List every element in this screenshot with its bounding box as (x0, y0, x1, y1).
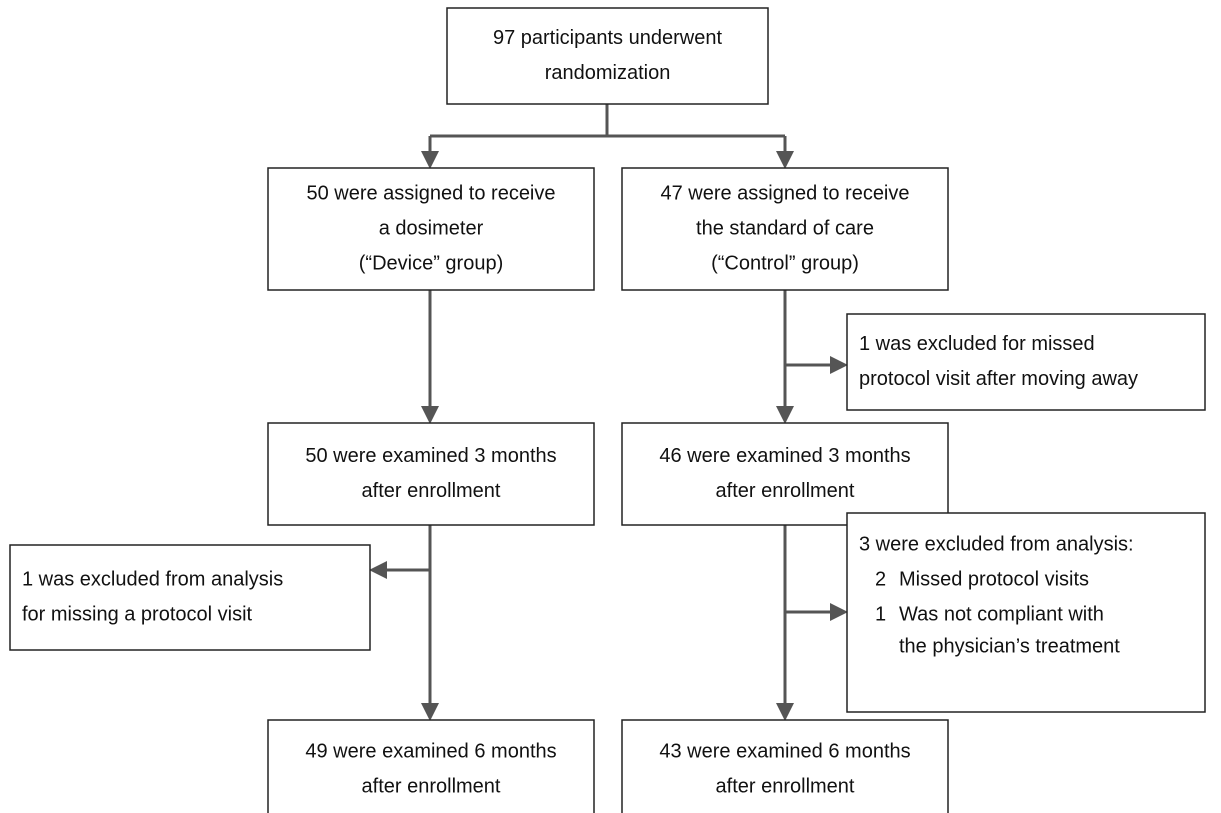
item-number: 1 (875, 603, 886, 625)
node-text: 1 was excluded for missed (859, 333, 1095, 355)
node-text: for missing a protocol visit (22, 603, 253, 625)
node-box (267, 167, 595, 291)
node-box (446, 7, 769, 105)
node-text: protocol visit after moving away (859, 368, 1138, 390)
node-text: after enrollment (716, 480, 855, 502)
node-box (846, 313, 1206, 411)
node-text: 43 were examined 6 months (659, 740, 910, 762)
node-text: after enrollment (362, 775, 501, 797)
node-text: 97 participants underwent (493, 27, 722, 49)
node-box (9, 544, 371, 651)
node-box (846, 512, 1206, 713)
node-text: after enrollment (362, 480, 501, 502)
node-text: after enrollment (716, 775, 855, 797)
node-text: (“Device” group) (359, 252, 503, 274)
node-text: randomization (545, 62, 671, 84)
item-text: Missed protocol visits (899, 568, 1089, 590)
node-box (621, 422, 949, 526)
item-number: 2 (875, 568, 886, 590)
node-heading: 3 were excluded from analysis: (859, 533, 1134, 555)
node-text: 47 were assigned to receive (660, 182, 909, 204)
edge (430, 104, 785, 138)
node-text: 50 were assigned to receive (306, 182, 555, 204)
node-text: 46 were examined 3 months (659, 445, 910, 467)
node-box (267, 719, 595, 813)
node-text: 49 were examined 6 months (305, 740, 556, 762)
item-text: the physician’s treatment (899, 635, 1120, 657)
edges (369, 104, 848, 721)
node-box (621, 719, 949, 813)
node-box (267, 422, 595, 526)
node-box (621, 167, 949, 291)
node-text: 50 were examined 3 months (305, 445, 556, 467)
node-text: (“Control” group) (711, 252, 859, 274)
node-text: the standard of care (696, 217, 874, 239)
node-text: 1 was excluded from analysis (22, 568, 283, 590)
item-text: Was not compliant with (899, 603, 1104, 625)
node-text: a dosimeter (379, 217, 484, 239)
